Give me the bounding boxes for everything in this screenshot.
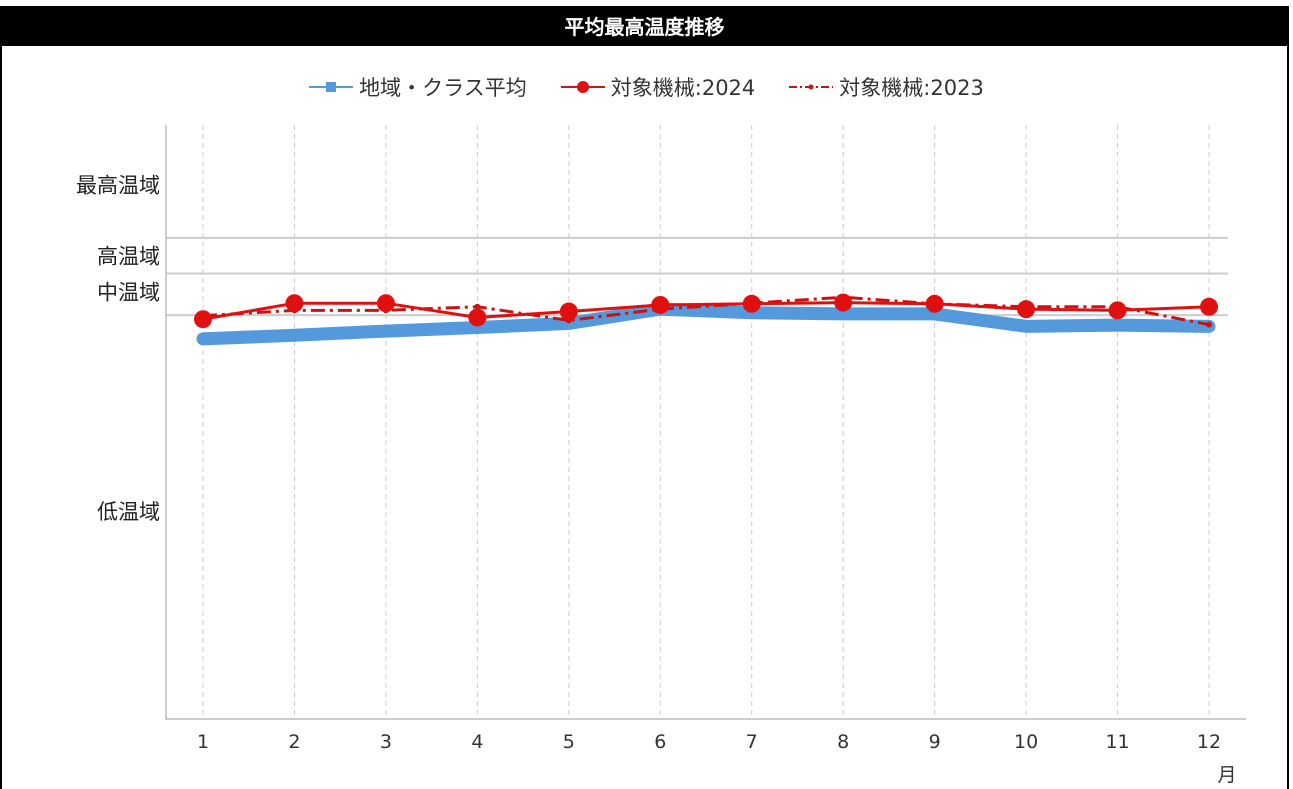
- series-2023-point: [474, 303, 481, 310]
- y-band-label: 高温域: [97, 245, 160, 269]
- x-tick-label: 8: [837, 731, 849, 753]
- legend-item-avg: 地域・クラス平均: [309, 72, 527, 102]
- series-2024-point: [468, 308, 487, 327]
- x-tick-label: 6: [654, 731, 666, 753]
- x-tick-label: 4: [471, 731, 483, 753]
- x-tick-label: 10: [1014, 731, 1038, 753]
- series-2024-point: [285, 294, 304, 313]
- legend-2023-label: 対象機械:2023: [839, 76, 984, 100]
- legend-item-2024: 対象機械:2024: [560, 72, 756, 102]
- legend-avg-label: 地域・クラス平均: [359, 76, 527, 100]
- legend-avg-swatch: [309, 82, 354, 92]
- x-axis-label: 月: [1217, 764, 1236, 786]
- series-2024-point: [1017, 300, 1036, 319]
- series-2024-line: [202, 301, 1210, 321]
- series-2024-point: [376, 294, 395, 313]
- x-tick-label: 12: [1197, 731, 1221, 753]
- y-band-label: 最高温域: [76, 173, 160, 197]
- series-2024-point: [1200, 297, 1218, 316]
- legend-item-2023: 対象機械:2023: [789, 72, 984, 102]
- x-tick-label: 2: [288, 731, 300, 753]
- series-2024-point: [194, 310, 212, 329]
- legend-2023-swatch: [789, 84, 834, 90]
- series-2024-point: [834, 293, 853, 312]
- series-2024-point: [925, 294, 944, 313]
- chart-frame: 平均最高温度推移: [0, 6, 1289, 789]
- x-tick-label: 7: [746, 731, 758, 753]
- chart-legend: 地域・クラス平均 対象機械:2024 対象機械:2023: [0, 72, 1293, 102]
- series-2024-point: [559, 302, 578, 321]
- x-tick-label: 5: [563, 731, 575, 753]
- series-avg-line: [196, 302, 1216, 346]
- x-tick-label: 9: [929, 731, 941, 753]
- legend-2024-label: 対象機械:2024: [610, 76, 756, 100]
- x-tick-label: 11: [1105, 731, 1129, 753]
- series-2023-point: [1206, 321, 1212, 328]
- series-2023-line: [202, 295, 1210, 327]
- y-band-label: 中温域: [97, 280, 160, 304]
- series-2024-point: [1108, 301, 1127, 320]
- series-2024-point: [651, 295, 670, 314]
- x-tick-label: 3: [380, 731, 392, 753]
- chart-title: 平均最高温度推移: [2, 8, 1287, 46]
- y-band-label: 低温域: [97, 500, 160, 524]
- x-tick-label: 1: [197, 731, 209, 753]
- legend-2024-swatch: [560, 81, 605, 93]
- series-2024-point: [742, 294, 761, 313]
